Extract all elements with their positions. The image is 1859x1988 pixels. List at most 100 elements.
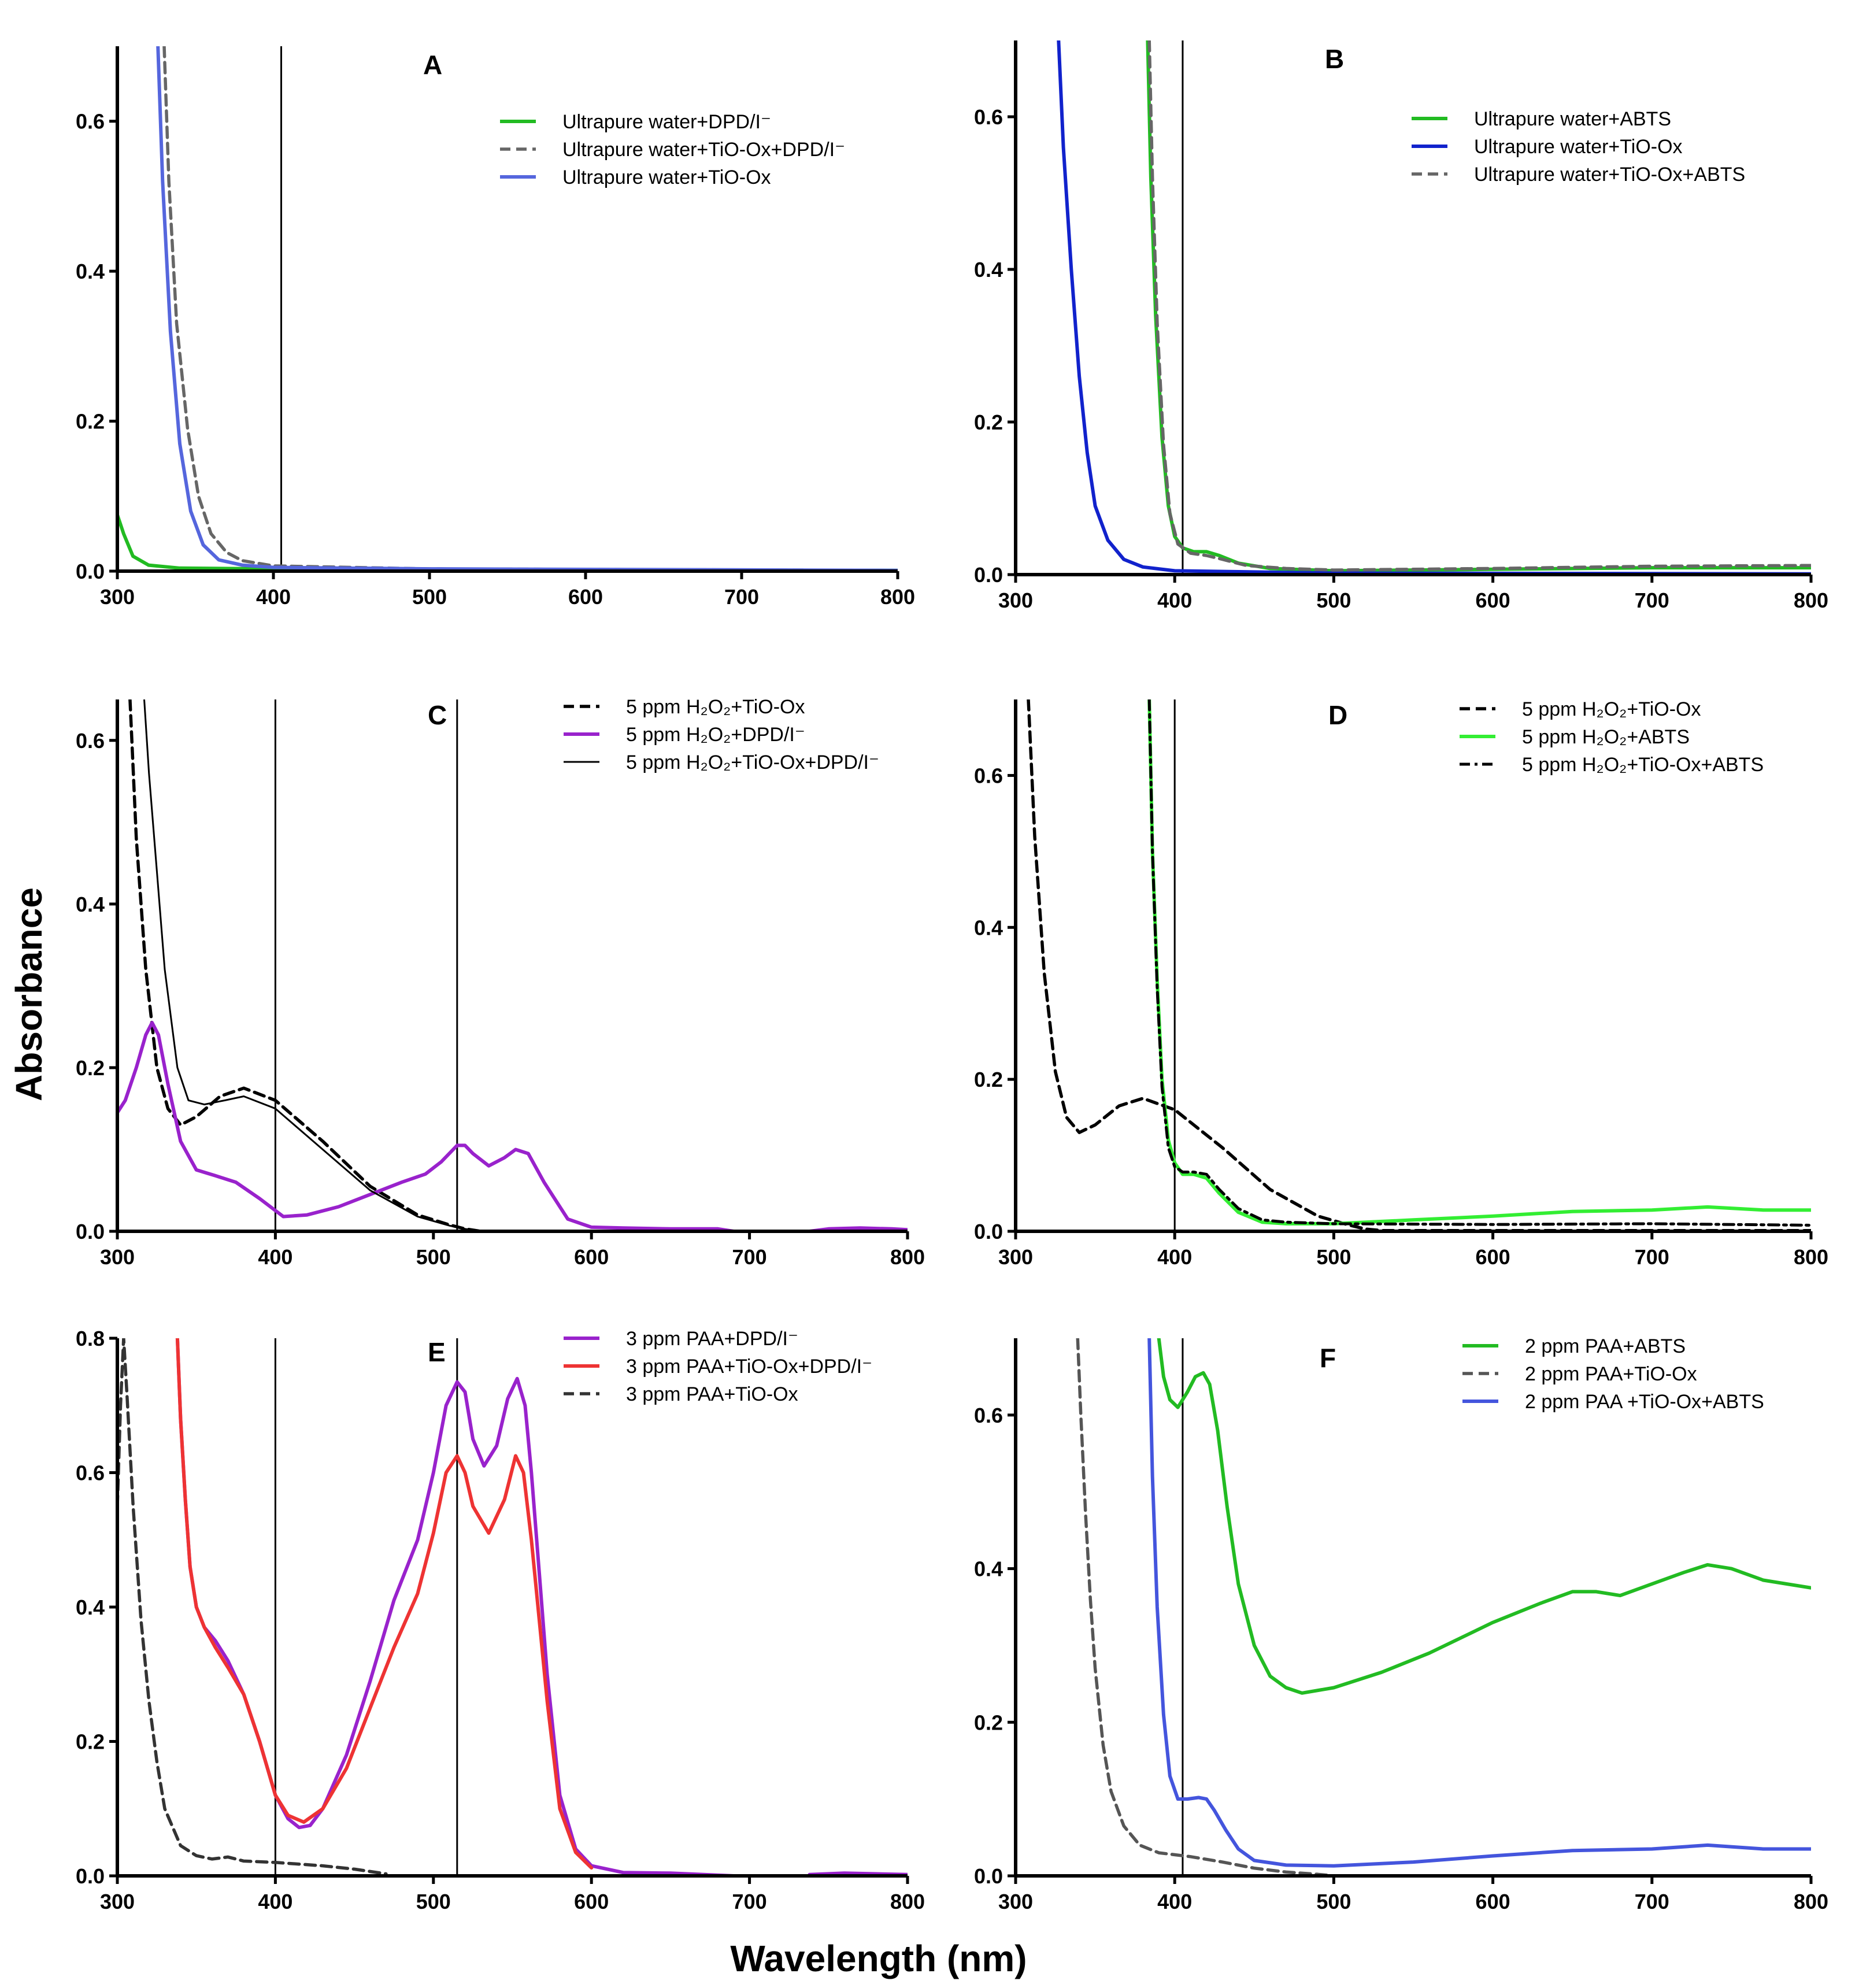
series-line — [175, 1338, 594, 1870]
legend-entry: Ultrapure water+TiO-Ox+ABTS — [1474, 164, 1745, 186]
legend-entry: 2 ppm PAA+TiO-Ox — [1525, 1363, 1697, 1385]
legend-entry: Ultrapure water+TiO-Ox+DPD/I⁻ — [562, 139, 845, 161]
legend-entry: 5 ppm H₂O₂+TiO-Ox+ABTS — [1522, 754, 1764, 776]
y-tick-label: 0.0 — [76, 1220, 105, 1243]
x-tick-label: 500 — [412, 585, 447, 609]
legend-entry: Ultrapure water+ABTS — [1474, 108, 1671, 130]
legend: Ultrapure water+DPD/I⁻ Ultrapure water+Ti… — [500, 111, 845, 188]
legend-entry: Ultrapure water+DPD/I⁻ — [562, 111, 771, 133]
x-tick-label: 300 — [998, 1890, 1033, 1913]
y-tick-label: 0.4 — [974, 258, 1003, 282]
x-tick-label: 800 — [1794, 1245, 1828, 1269]
series-line — [128, 699, 483, 1231]
x-tick-label: 300 — [100, 1245, 135, 1269]
y-tick-label: 0.4 — [974, 916, 1003, 939]
panel-f: 300 400 500 600 700 800 0.0 0.2 0.4 0.6 F 2 ppm PAA… — [974, 1335, 1828, 1913]
x-tick-label: 300 — [100, 585, 135, 609]
x-tick-label: 400 — [258, 1890, 292, 1913]
legend: 3 ppm PAA+DPD/I⁻ 3 ppm PAA+TiO-Ox+DPD/I⁻ 3… — [564, 1328, 872, 1405]
y-tick-label: 0.2 — [76, 1056, 105, 1080]
y-tick-label: 0.4 — [974, 1557, 1003, 1581]
x-tick-label: 300 — [998, 588, 1033, 612]
x-tick-label: 500 — [1316, 1245, 1351, 1269]
y-tick-label: 0.8 — [76, 1327, 105, 1350]
panel-e: 300 400 500 600 700 800 0.0 0.2 0.4 0.6 0.8 E 3 ppm … — [76, 1327, 925, 1913]
series-line — [156, 46, 898, 571]
legend-entry: 3 ppm PAA+TiO-Ox — [626, 1383, 798, 1405]
x-tick-label: 700 — [732, 1890, 767, 1913]
legend: Ultrapure water+ABTS Ultrapure water+TiO-… — [1412, 108, 1745, 186]
x-tick-label: 500 — [416, 1890, 451, 1913]
x-tick-label: 700 — [1635, 588, 1669, 612]
y-tick-label: 0.6 — [76, 110, 105, 134]
x-tick-label: 400 — [1157, 588, 1192, 612]
x-tick-label: 700 — [1635, 1890, 1669, 1913]
panel-c: 300 400 500 600 700 800 0.0 0.2 0.4 0.6 C 5 ppm H₂O… — [76, 696, 925, 1269]
series-line — [117, 1338, 388, 1876]
y-tick-label: 0.0 — [974, 563, 1003, 587]
x-tick-label: 600 — [1476, 1890, 1510, 1913]
panel-letter: E — [428, 1337, 446, 1367]
series-group — [1076, 1338, 1811, 1876]
series-line — [143, 699, 482, 1231]
x-tick-label: 400 — [1157, 1245, 1192, 1269]
x-tick-label: 800 — [880, 585, 915, 609]
series-line — [1157, 1338, 1811, 1695]
series-line — [1147, 699, 1811, 1227]
y-tick-label: 0.6 — [974, 1404, 1003, 1427]
panel-a: 300 400 500 600 700 800 0.0 0.2 0.4 0.6 A Ultrapure… — [76, 46, 915, 609]
x-tick-label: 600 — [568, 585, 603, 609]
legend-entry: 5 ppm H₂O₂+TiO-Ox — [626, 696, 805, 718]
legend-entry: 3 ppm PAA+DPD/I⁻ — [626, 1328, 798, 1350]
x-tick-label: 500 — [1316, 588, 1351, 612]
legend-entry: 5 ppm H₂O₂+TiO-Ox+DPD/I⁻ — [626, 751, 879, 773]
x-tick-label: 800 — [1794, 1890, 1828, 1913]
x-tick-label: 400 — [1157, 1890, 1192, 1913]
x-tick-label: 300 — [100, 1890, 135, 1913]
y-tick-label: 0.2 — [76, 1730, 105, 1754]
series-group — [1057, 40, 1811, 575]
y-tick-label: 0.6 — [76, 729, 105, 753]
series-line — [1057, 40, 1811, 575]
x-tick-label: 800 — [890, 1890, 925, 1913]
y-tick-label: 0.6 — [974, 105, 1003, 129]
y-tick-label: 0.0 — [974, 1220, 1003, 1243]
x-tick-label: 700 — [724, 585, 759, 609]
y-axis-title: Absorbance — [8, 887, 50, 1101]
y-tick-label: 0.4 — [76, 1595, 105, 1619]
x-tick-label: 700 — [732, 1245, 767, 1269]
panel-letter: D — [1328, 700, 1347, 730]
y-tick-label: 0.0 — [76, 1864, 105, 1888]
legend: 5 ppm H₂O₂+TiO-Ox 5 ppm H₂O₂+ABTS 5 ppm H₂… — [1460, 698, 1764, 776]
y-tick-label: 0.4 — [76, 893, 105, 916]
legend-entry: 3 ppm PAA+TiO-Ox+DPD/I⁻ — [626, 1356, 872, 1378]
x-axis-title: Wavelength (nm) — [730, 1938, 1027, 1979]
y-tick-label: 0.0 — [76, 560, 105, 583]
legend-entry: 5 ppm H₂O₂+TiO-Ox — [1522, 698, 1701, 720]
x-tick-label: 600 — [1476, 588, 1510, 612]
series-line — [1147, 40, 1811, 572]
legend-entry: 2 ppm PAA +TiO-Ox+ABTS — [1525, 1391, 1764, 1413]
y-tick-label: 0.2 — [974, 410, 1003, 434]
y-tick-label: 0.2 — [974, 1068, 1003, 1091]
legend: 5 ppm H₂O₂+TiO-Ox 5 ppm H₂O₂+DPD/I⁻ 5 ppm … — [564, 696, 879, 773]
panel-letter: C — [428, 700, 447, 730]
x-tick-label: 500 — [416, 1245, 451, 1269]
x-tick-label: 500 — [1316, 1890, 1351, 1913]
panel-b: 300 400 500 600 700 800 0.0 0.2 0.4 0.6 B Ultrapure… — [974, 40, 1828, 612]
series-line — [1147, 1338, 1811, 1868]
panel-d: 300 400 500 600 700 800 0.0 0.2 0.4 0.6 D 5 ppm H₂O… — [974, 698, 1828, 1269]
series-line — [117, 1021, 736, 1231]
legend-entry: Ultrapure water+TiO-Ox — [1474, 136, 1683, 158]
legend-entry: 2 ppm PAA+ABTS — [1525, 1335, 1686, 1357]
x-tick-label: 300 — [998, 1245, 1033, 1269]
legend-entry: Ultrapure water+TiO-Ox — [562, 166, 771, 188]
x-tick-label: 600 — [1476, 1245, 1510, 1269]
x-tick-label: 600 — [574, 1890, 609, 1913]
panel-letter: A — [423, 50, 442, 80]
series-line — [1076, 1338, 1336, 1876]
y-tick-label: 0.6 — [974, 764, 1003, 787]
x-tick-label: 400 — [256, 585, 291, 609]
